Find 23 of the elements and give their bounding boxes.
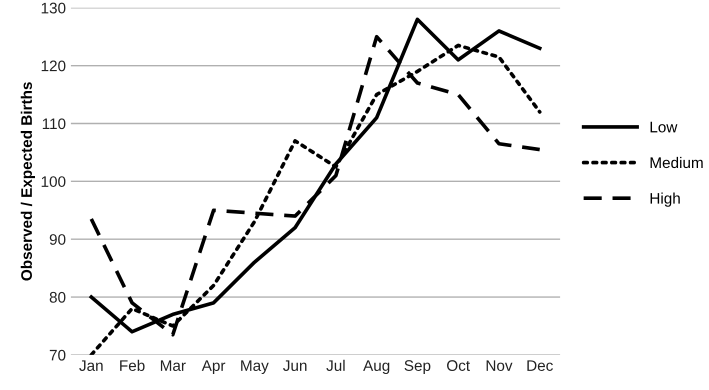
y-tick-label: 130: [42, 2, 66, 14]
x-tick-label: Jul: [326, 360, 345, 371]
x-tick-label: Jan: [79, 360, 103, 371]
y-tick-label: 70: [50, 350, 66, 361]
x-tick-label: Mar: [160, 360, 186, 371]
y-tick-label: 100: [42, 176, 66, 188]
y-tick-label: 80: [50, 292, 66, 303]
x-tick-label: May: [241, 360, 269, 374]
legend-label: Medium: [650, 156, 703, 168]
y-axis-title: Observed / Expected Births: [20, 82, 35, 280]
x-tick-label: Jun: [283, 360, 306, 371]
y-tick-label: 120: [42, 60, 66, 72]
x-tick-label: Aug: [363, 360, 390, 374]
x-tick-label: Sep: [404, 360, 430, 374]
legend-label: High: [650, 192, 680, 207]
x-tick-label: Feb: [120, 360, 145, 371]
x-tick-label: Dec: [527, 360, 553, 371]
y-tick-label: 90: [50, 234, 66, 245]
x-tick-label: Apr: [202, 360, 226, 374]
legend-label: Low: [650, 122, 678, 132]
x-tick-label: Oct: [447, 360, 470, 371]
x-tick-label: Nov: [486, 360, 512, 371]
y-tick-label: 110: [42, 118, 66, 130]
